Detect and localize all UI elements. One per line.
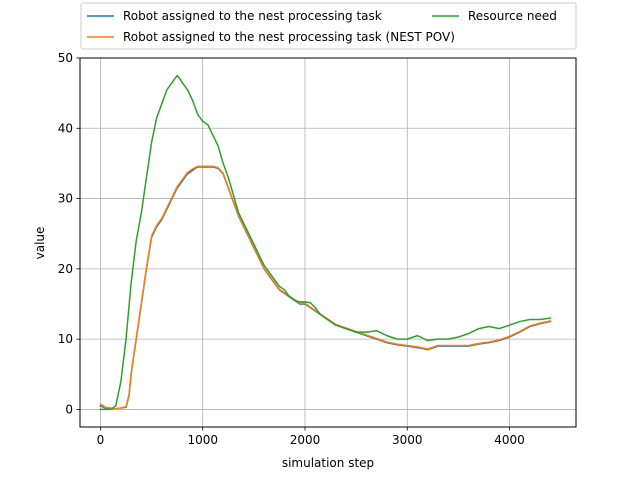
x-tick-label: 2000 xyxy=(290,433,321,447)
y-tick-label: 20 xyxy=(58,262,73,276)
x-tick-label: 0 xyxy=(97,433,105,447)
y-tick-label: 40 xyxy=(58,121,73,135)
x-tick-label: 3000 xyxy=(392,433,423,447)
legend-entry-label: Robot assigned to the nest processing ta… xyxy=(123,30,455,44)
x-axis-label: simulation step xyxy=(282,456,374,470)
series-line-2 xyxy=(99,74,552,411)
y-tick-label: 50 xyxy=(58,51,73,65)
y-tick-label: 30 xyxy=(58,192,73,206)
plot-area-frame xyxy=(79,57,577,428)
y-axis: 0 10 20 30 40 50 xyxy=(58,51,80,416)
y-tick-label: 10 xyxy=(58,332,73,346)
series-lines xyxy=(99,74,552,411)
legend-entry-label: Robot assigned to the nest processing ta… xyxy=(123,9,382,23)
x-axis: 0 1000 2000 3000 4000 xyxy=(97,427,525,447)
legend-frame xyxy=(80,2,577,50)
legend-entry-label: Resource need xyxy=(468,9,557,23)
y-axis-label: value xyxy=(33,227,47,260)
y-tick-label: 0 xyxy=(65,402,73,416)
x-tick-label: 4000 xyxy=(494,433,525,447)
legend: Robot assigned to the nest processing ta… xyxy=(80,2,577,50)
series-line-1 xyxy=(99,165,552,410)
x-tick-label: 1000 xyxy=(187,433,218,447)
